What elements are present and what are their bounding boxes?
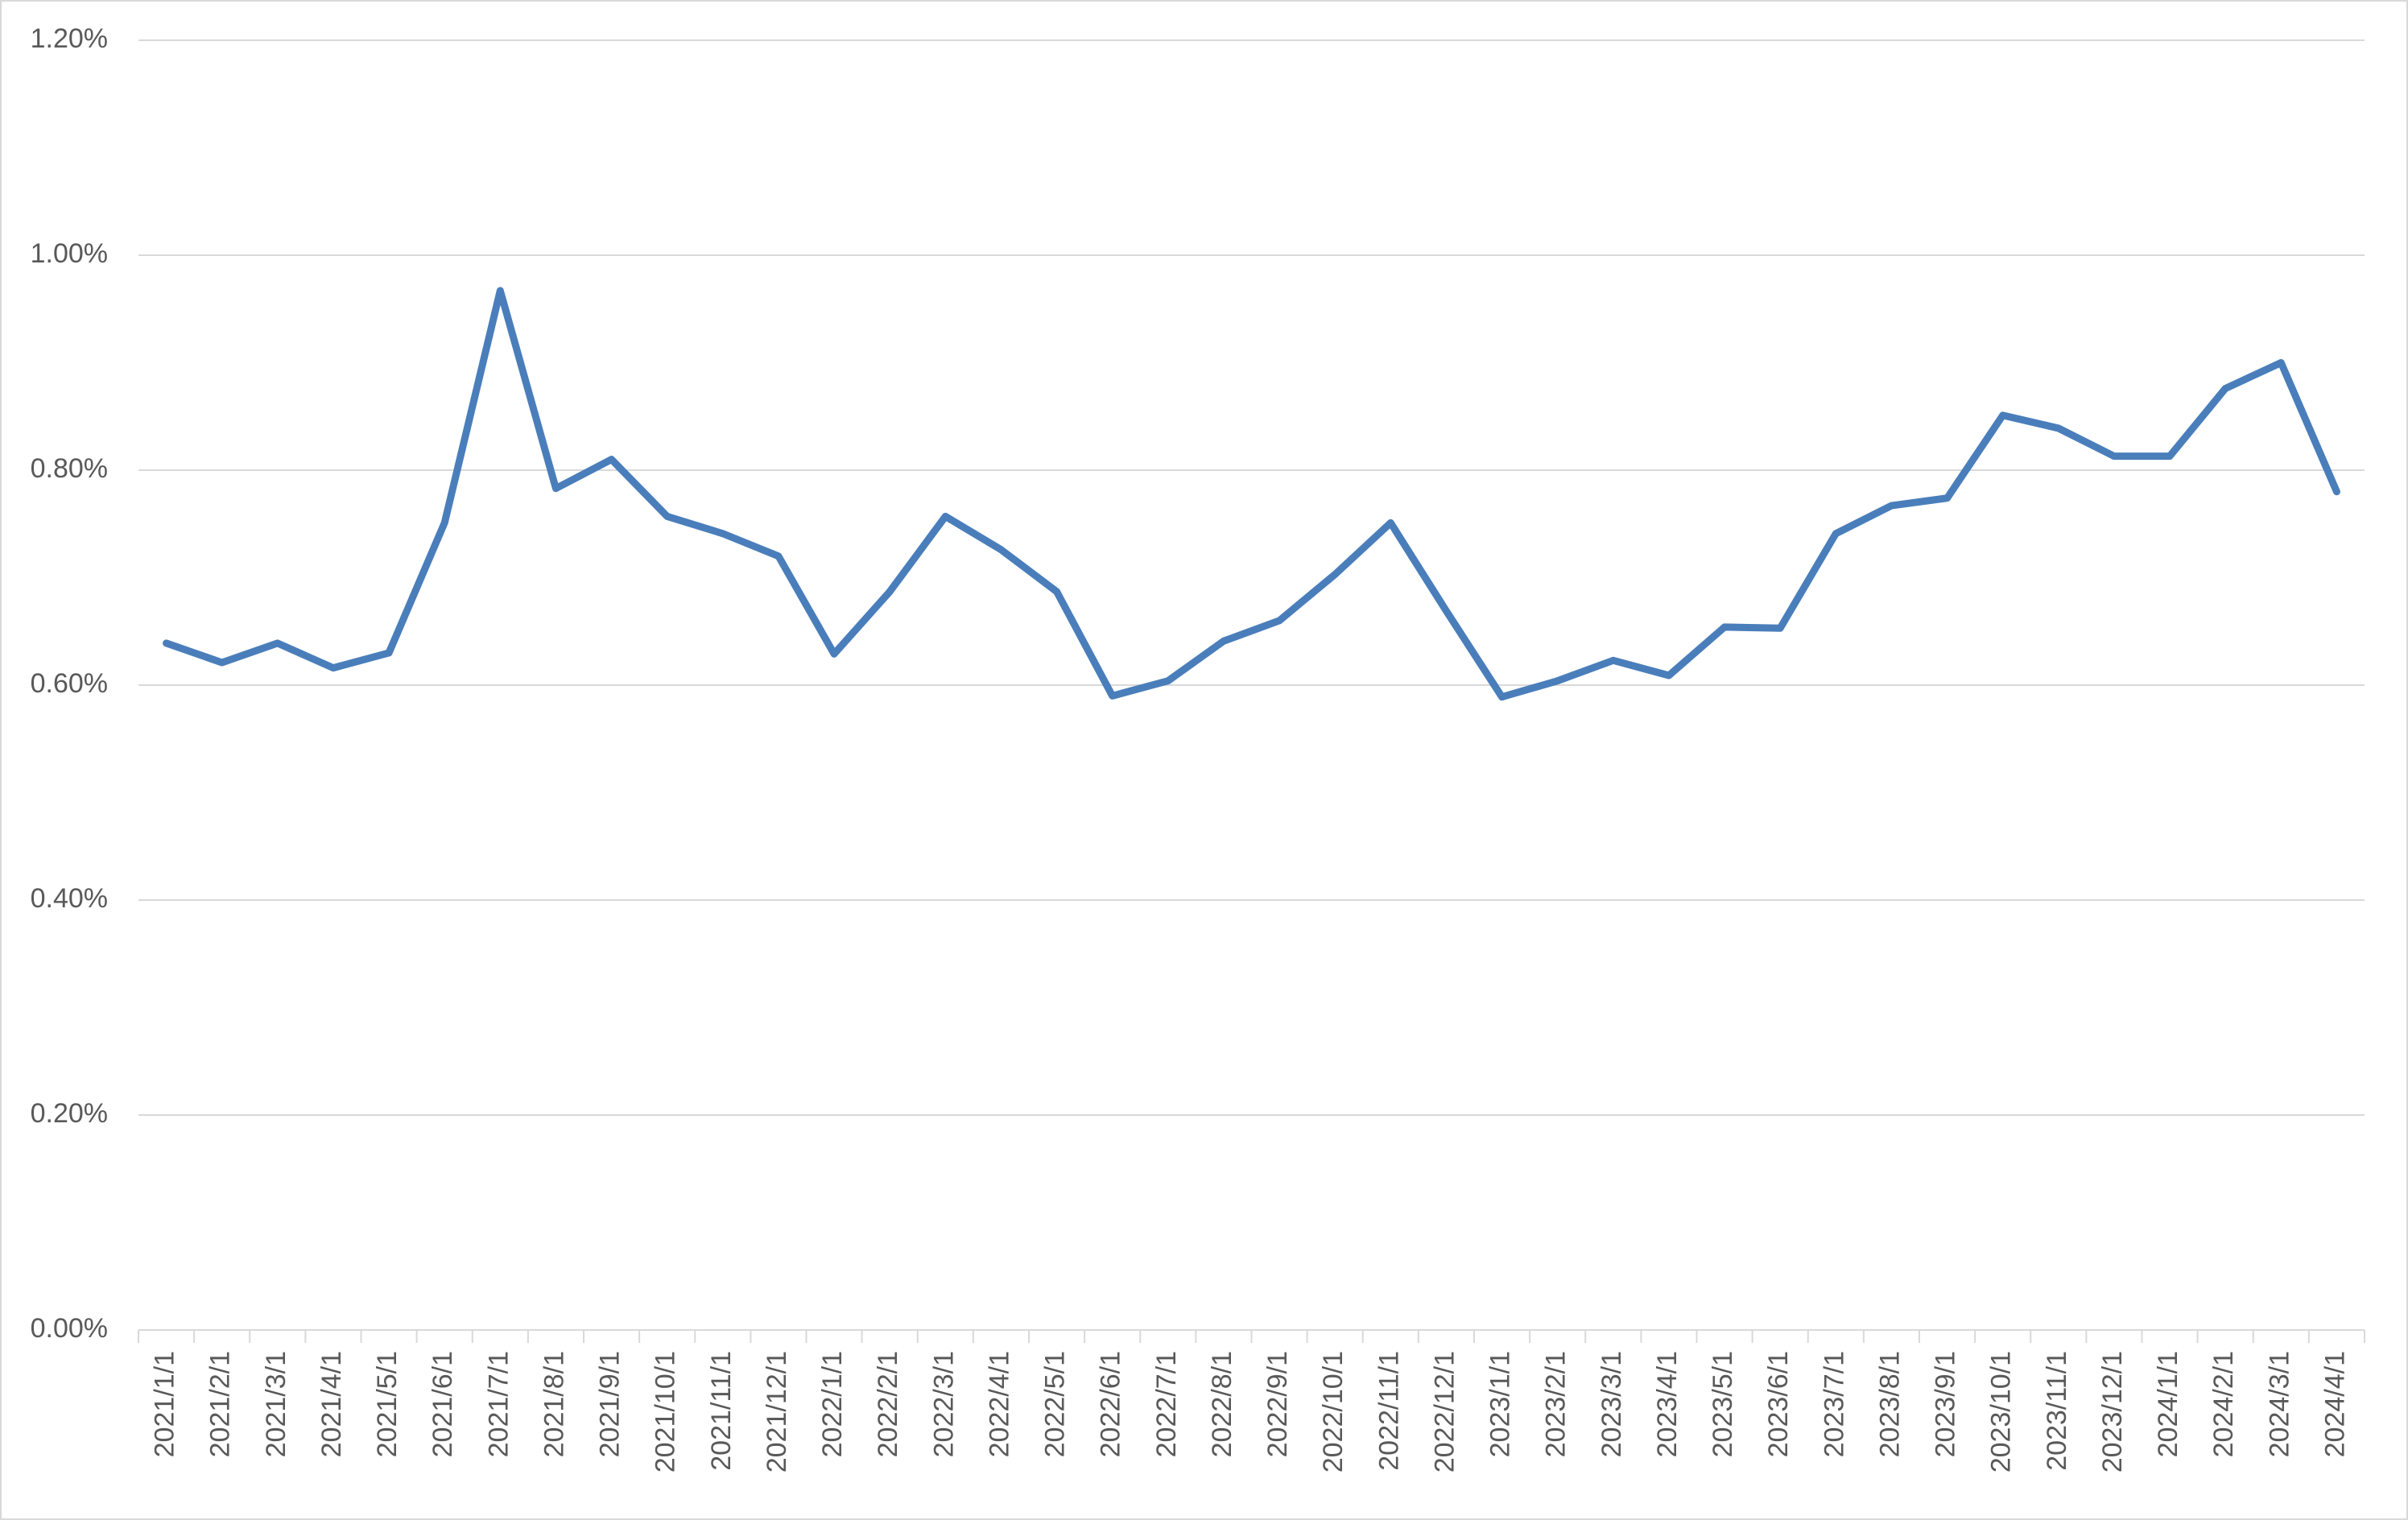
x-tick-label: 2022/8/1 xyxy=(1207,1351,1237,1457)
x-tick-label: 2022/4/1 xyxy=(984,1351,1014,1457)
x-tick-label: 2024/1/1 xyxy=(2153,1351,2183,1457)
x-tick-label: 2023/2/1 xyxy=(1541,1351,1572,1457)
x-tick-label: 2021/3/1 xyxy=(261,1351,291,1457)
x-tick-label: 2023/9/1 xyxy=(1931,1351,1961,1457)
y-tick-label: 0.60% xyxy=(31,668,108,699)
data-line xyxy=(163,287,2340,701)
x-tick-label: 2022/9/1 xyxy=(1262,1351,1293,1457)
x-tick-label: 2021/10/1 xyxy=(651,1351,681,1472)
y-tick-label: 0.00% xyxy=(31,1313,108,1344)
x-tick-label: 2022/5/1 xyxy=(1040,1351,1071,1457)
x-tick-label: 2021/8/1 xyxy=(539,1351,569,1457)
x-tick-label: 2022/10/1 xyxy=(1318,1351,1349,1472)
x-tick-label: 2021/4/1 xyxy=(316,1351,347,1457)
x-tick-label: 2021/1/1 xyxy=(150,1351,180,1457)
x-tick-label: 2021/11/1 xyxy=(706,1351,737,1471)
y-tick-label: 1.00% xyxy=(31,238,108,269)
x-tick-label: 2021/6/1 xyxy=(427,1351,458,1457)
x-tick-label: 2024/4/1 xyxy=(2319,1351,2350,1457)
x-tick-label: 2024/3/1 xyxy=(2264,1351,2294,1457)
x-tick-label: 2023/3/1 xyxy=(1596,1351,1627,1457)
y-tick-label: 0.80% xyxy=(31,453,108,484)
x-tick-label: 2022/6/1 xyxy=(1096,1351,1126,1457)
x-tick-label: 2023/11/1 xyxy=(2042,1351,2072,1471)
x-tick-label: 2022/7/1 xyxy=(1151,1351,1182,1457)
x-tick-label: 2022/1/1 xyxy=(817,1351,848,1457)
x-tick-label: 2022/3/1 xyxy=(928,1351,959,1457)
x-tick-label: 2021/2/1 xyxy=(205,1351,236,1457)
y-tick-label: 1.20% xyxy=(31,23,108,54)
x-tick-label: 2024/2/1 xyxy=(2208,1351,2239,1457)
x-tick-label: 2023/5/1 xyxy=(1708,1351,1738,1457)
x-tick-label: 2023/10/1 xyxy=(1986,1351,2017,1472)
x-tick-label: 2022/12/1 xyxy=(1429,1351,1460,1472)
y-tick-label: 0.20% xyxy=(31,1098,108,1129)
x-tick-label: 2022/2/1 xyxy=(873,1351,903,1457)
x-tick-label: 2021/5/1 xyxy=(372,1351,403,1457)
x-tick-label: 2023/7/1 xyxy=(1819,1351,1849,1457)
x-tick-label: 2023/6/1 xyxy=(1763,1351,1794,1457)
x-tick-label: 2023/8/1 xyxy=(1874,1351,1905,1457)
x-tick-label: 2023/4/1 xyxy=(1652,1351,1683,1457)
x-tick-label: 2021/7/1 xyxy=(483,1351,514,1457)
x-tick-label: 2021/12/1 xyxy=(762,1351,792,1472)
y-tick-label: 0.40% xyxy=(31,883,108,914)
x-tick-label: 2023/12/1 xyxy=(2097,1351,2128,1472)
x-tick-label: 2023/1/1 xyxy=(1485,1351,1516,1457)
x-tick-label: 2021/9/1 xyxy=(595,1351,626,1457)
x-tick-label: 2022/11/1 xyxy=(1373,1351,1404,1471)
